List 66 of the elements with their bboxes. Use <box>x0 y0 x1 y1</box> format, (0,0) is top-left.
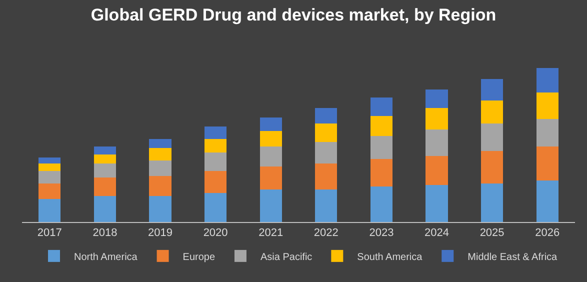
bar <box>536 118 558 147</box>
bar <box>315 164 338 190</box>
bar <box>94 146 116 154</box>
bar <box>94 177 116 196</box>
bar <box>426 156 448 186</box>
bar <box>536 180 558 222</box>
x-tick-label: 2026 <box>535 227 560 240</box>
bar <box>315 190 338 222</box>
bar <box>38 157 61 164</box>
bar <box>315 142 338 164</box>
bar <box>149 176 172 196</box>
bar <box>260 190 282 222</box>
bar <box>480 100 504 124</box>
x-tick-label: 2022 <box>314 227 338 240</box>
bar <box>38 198 61 222</box>
legend-label: North America <box>74 252 138 263</box>
bar <box>480 184 504 222</box>
bar <box>315 108 338 124</box>
chart-title: Global GERD Drug and devices market, by Region <box>90 5 496 24</box>
bar <box>38 164 61 172</box>
bar <box>149 160 172 176</box>
x-tick-label: 2025 <box>480 227 504 240</box>
legend-label: Asia Pacific <box>260 252 312 263</box>
bar <box>260 146 282 167</box>
bar <box>370 97 393 116</box>
bar <box>426 185 448 222</box>
bar <box>149 196 172 222</box>
bar <box>204 171 227 193</box>
legend-label: Europe <box>182 252 216 263</box>
bar <box>94 196 116 222</box>
bar <box>94 164 116 178</box>
x-tick-label: 2017 <box>37 227 62 240</box>
bar <box>370 136 393 159</box>
bar <box>149 138 172 148</box>
bar <box>204 192 227 222</box>
bar <box>94 154 116 164</box>
bar <box>480 124 504 152</box>
bar <box>426 90 448 108</box>
x-tick-label: 2019 <box>148 227 172 240</box>
bar <box>536 92 558 119</box>
bar <box>536 146 558 180</box>
bar <box>204 152 227 172</box>
bar <box>204 126 227 139</box>
bar <box>536 68 558 93</box>
bar <box>426 130 448 156</box>
legend-label: South America <box>357 252 423 263</box>
x-tick-label: 2023 <box>369 227 394 240</box>
bar <box>260 131 282 147</box>
x-tick-label: 2021 <box>258 227 284 240</box>
legend-label: Middle East & Africa <box>468 252 558 263</box>
bar <box>149 148 172 160</box>
bar <box>370 158 393 187</box>
bar <box>38 171 61 184</box>
bar <box>370 116 393 136</box>
bar <box>204 138 227 153</box>
bar <box>38 184 61 199</box>
x-tick-label: 2018 <box>92 227 118 240</box>
bar <box>370 186 393 222</box>
bar <box>315 124 338 142</box>
bar <box>480 78 504 100</box>
bar <box>260 117 282 132</box>
bar <box>426 108 448 130</box>
x-tick-label: 2024 <box>424 227 449 240</box>
bar <box>260 166 282 190</box>
x-tick-label: 2020 <box>203 227 228 240</box>
bar <box>480 151 504 184</box>
